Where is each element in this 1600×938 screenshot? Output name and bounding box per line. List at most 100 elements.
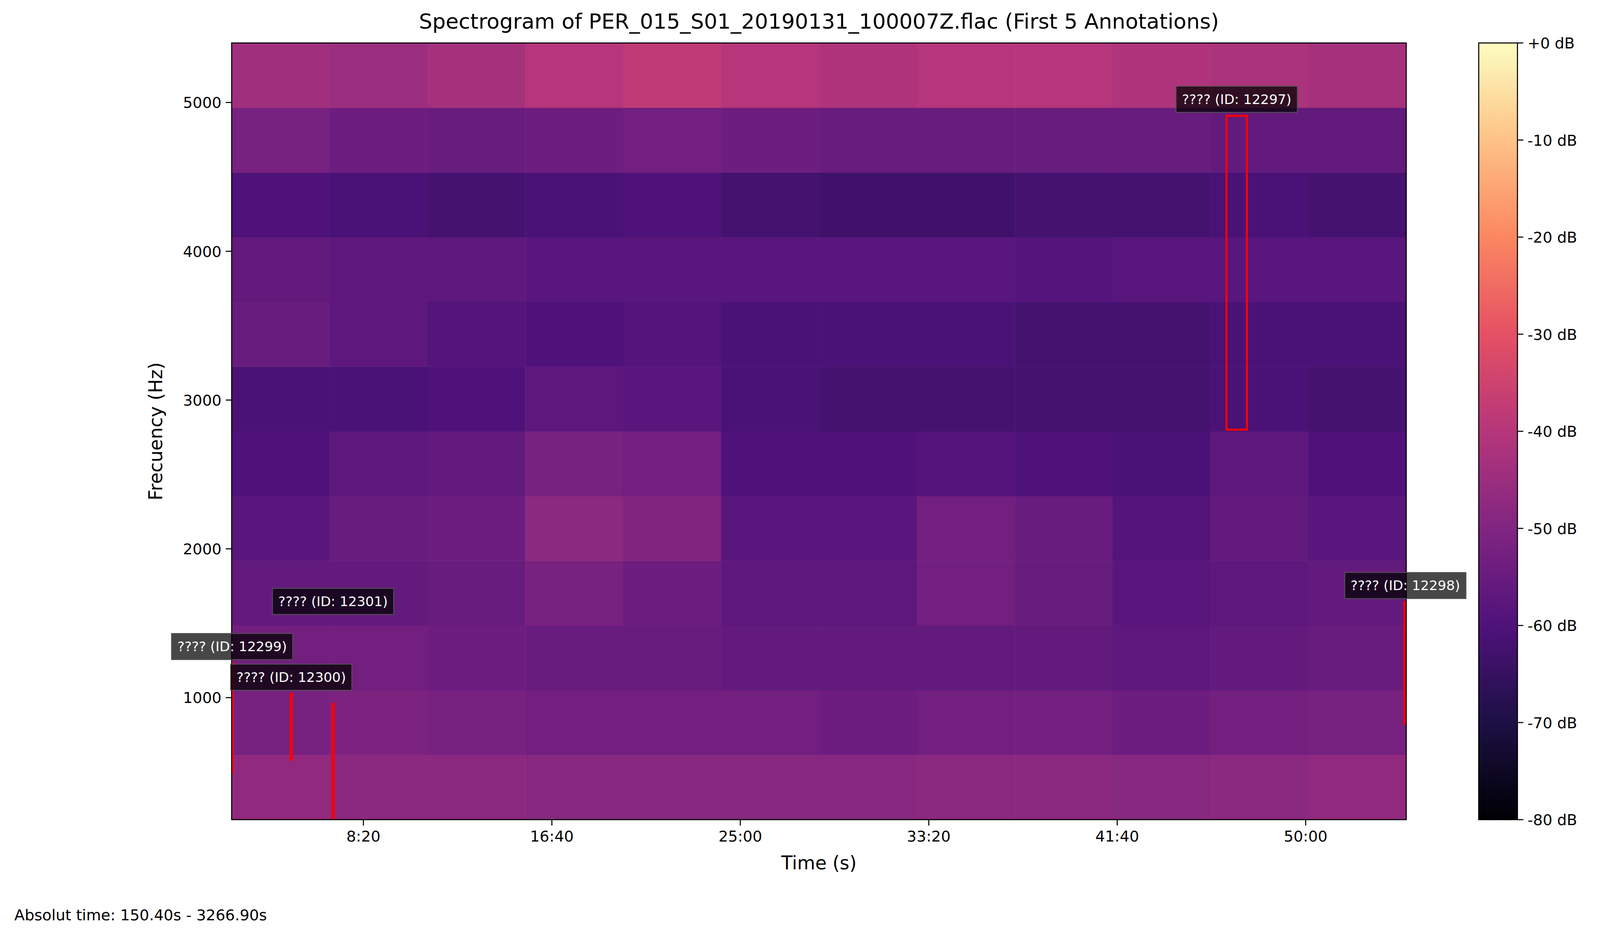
spectrogram-cell <box>329 754 428 820</box>
spectrogram-cell <box>818 301 917 367</box>
spectrogram-cell <box>1210 301 1309 367</box>
spectrogram-cell <box>623 366 722 432</box>
spectrogram-cell <box>329 172 428 238</box>
spectrogram-cell <box>329 431 428 497</box>
spectrogram-cell <box>525 366 624 432</box>
spectrogram-cell <box>721 754 820 820</box>
spectrogram-cell <box>623 237 722 302</box>
spectrogram-cell <box>818 107 917 173</box>
spectrogram-cell <box>427 301 526 367</box>
y-tick <box>225 101 232 104</box>
spectrogram-cell <box>818 172 917 238</box>
spectrogram-cell <box>525 107 624 173</box>
spectrogram-cell <box>525 754 624 820</box>
y-tick-label: 1000 <box>182 689 222 707</box>
colorbar-tick-label: -30 dB <box>1527 325 1578 344</box>
spectrogram-cell <box>427 754 526 820</box>
spectrogram-cell <box>1210 690 1309 756</box>
spectrogram-cell <box>916 107 1016 173</box>
spectrogram-cell <box>1308 496 1407 561</box>
spectrogram-cell <box>721 625 820 691</box>
colorbar-tick <box>1517 236 1524 238</box>
x-tick-label: 8:20 <box>346 827 381 845</box>
spectrogram-cell <box>1112 301 1211 367</box>
spectrogram-cell <box>1014 301 1113 367</box>
spectrogram-cell <box>721 237 820 302</box>
colorbar-tick <box>1517 42 1524 44</box>
spectrogram-cell <box>525 690 624 756</box>
spectrogram-cell <box>916 431 1016 497</box>
spectrogram-cell <box>623 496 722 561</box>
annotation-label-text: ???? (ID: 12300) <box>236 669 347 686</box>
spectrogram-cell <box>1014 690 1113 756</box>
spectrogram-cell <box>1210 172 1309 238</box>
spectrogram-cell <box>818 237 917 302</box>
x-tick <box>1305 819 1307 826</box>
annotation-label-text: ???? (ID: 12301) <box>278 593 388 610</box>
spectrogram-cell <box>916 42 1016 108</box>
spectrogram-cell <box>1210 625 1309 691</box>
spectrogram-cell <box>1308 690 1407 756</box>
spectrogram-cell <box>525 301 624 367</box>
spectrogram-cell <box>721 431 820 497</box>
spectrogram-cell <box>1112 625 1211 691</box>
spectrogram-cell <box>1014 107 1113 173</box>
spectrogram-cell <box>1210 237 1309 302</box>
spectrogram-cell <box>818 496 917 561</box>
spectrogram-cell <box>818 560 917 626</box>
spectrogram-cell <box>427 172 526 238</box>
spectrogram-cell <box>916 625 1016 691</box>
colorbar-tick <box>1517 721 1524 724</box>
y-tick <box>225 697 232 699</box>
colorbar-tick <box>1517 527 1524 529</box>
spectrogram-cell <box>525 496 624 561</box>
spectrogram-cell <box>818 754 917 820</box>
spectrogram-cell <box>231 237 330 302</box>
spectrogram-cell <box>1308 172 1407 238</box>
y-tick-label: 3000 <box>182 391 222 409</box>
chart: 8:2016:4025:0033:2041:4050:0010002000300… <box>0 0 1600 938</box>
colorbar <box>1478 42 1518 820</box>
spectrogram-cell <box>1014 42 1113 108</box>
spectrogram-cell <box>1308 42 1407 108</box>
spectrogram-cell <box>1112 496 1211 561</box>
spectrogram-cell <box>427 366 526 432</box>
spectrogram-cell <box>721 107 820 173</box>
spectrogram-cell <box>1308 625 1407 691</box>
spectrogram-cell <box>1308 301 1407 367</box>
x-tick <box>1116 819 1118 826</box>
spectrogram-cell <box>231 172 330 238</box>
x-tick-label: 41:40 <box>1095 827 1140 845</box>
spectrogram-cell <box>525 625 624 691</box>
y-tick <box>225 399 232 401</box>
annotation-label: ???? (ID: 12301) <box>272 588 394 615</box>
plot-frame <box>231 42 1407 820</box>
spectrogram-cell <box>818 690 917 756</box>
spectrogram-cell <box>1112 431 1211 497</box>
spectrogram-cell <box>818 431 917 497</box>
spectrogram-cell <box>525 237 624 302</box>
spectrogram-cell <box>623 301 722 367</box>
x-tick <box>363 819 365 826</box>
colorbar-tick-label: -50 dB <box>1527 520 1578 538</box>
x-tick <box>928 819 930 826</box>
spectrogram-cell <box>525 560 624 626</box>
colorbar-tick <box>1517 625 1524 627</box>
spectrogram-cell <box>1210 560 1309 626</box>
x-tick <box>739 819 742 826</box>
spectrogram-cell <box>427 42 526 108</box>
y-tick-label: 4000 <box>182 243 222 261</box>
annotation-label-bg <box>272 588 394 615</box>
annotation-label: ???? (ID: 12299) <box>171 633 293 660</box>
spectrogram-cell <box>525 172 624 238</box>
colorbar-tick <box>1517 430 1524 433</box>
spectrogram-cell <box>1112 172 1211 238</box>
spectrogram-cell <box>1014 431 1113 497</box>
spectrogram-cell <box>1210 431 1309 497</box>
spectrogram-cell <box>1014 496 1113 561</box>
x-tick-label: 50:00 <box>1283 827 1328 845</box>
x-tick-label: 33:20 <box>906 827 951 845</box>
spectrogram-cell <box>427 496 526 561</box>
spectrogram-cell <box>427 107 526 173</box>
x-tick-label: 25:00 <box>718 827 763 845</box>
